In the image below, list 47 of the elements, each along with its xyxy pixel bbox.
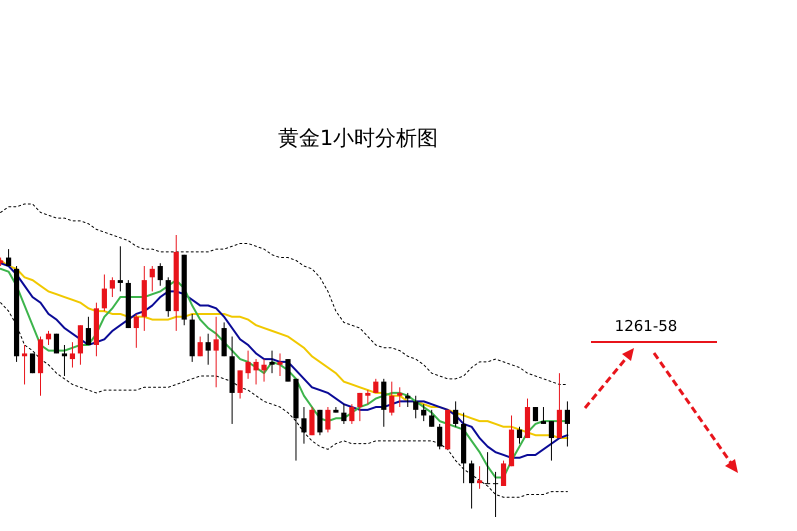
candlestick <box>317 409 323 436</box>
candlestick <box>150 266 155 292</box>
candlestick <box>532 406 538 422</box>
candlestick <box>30 352 36 374</box>
candlestick <box>413 395 418 419</box>
candlestick <box>453 400 458 428</box>
candlestick <box>261 358 267 382</box>
candlestick <box>245 350 251 380</box>
candlestick <box>54 333 60 354</box>
candlestick <box>500 460 506 486</box>
candlestick <box>540 406 546 424</box>
candlestick <box>46 330 52 346</box>
candlestick <box>301 406 307 444</box>
candlestick <box>134 313 139 348</box>
candlestick <box>206 333 211 366</box>
candlestick <box>22 344 28 385</box>
candlestick <box>397 386 402 408</box>
candlestick <box>389 381 394 416</box>
candlestick <box>325 406 330 433</box>
candlestick <box>253 358 259 385</box>
candlestick <box>516 426 522 444</box>
candlestick <box>110 276 115 298</box>
candlestick <box>70 342 76 368</box>
candlestick <box>548 420 554 462</box>
candlestick <box>285 358 291 382</box>
candlestick <box>349 404 354 424</box>
candlestick <box>158 262 163 286</box>
candlestick <box>102 274 107 312</box>
candlestick <box>357 392 362 422</box>
candlestick <box>437 423 442 450</box>
candlestick <box>373 378 378 394</box>
candlestick <box>341 404 346 424</box>
candlestick <box>238 370 243 400</box>
candlestick <box>365 390 370 405</box>
candlestick <box>484 452 490 484</box>
candlestick <box>118 246 123 292</box>
chart-title: 黄金1小时分析图 <box>278 126 438 150</box>
candlestick <box>429 409 434 428</box>
candlestick <box>62 344 68 376</box>
candlestick <box>564 400 570 447</box>
candlestick <box>214 316 219 388</box>
candlestick <box>6 248 12 267</box>
candlestick <box>86 316 92 346</box>
candlestick <box>421 404 426 422</box>
candlestick <box>405 392 410 408</box>
candlestick <box>198 336 203 357</box>
text: 1261-58 <box>614 317 678 335</box>
